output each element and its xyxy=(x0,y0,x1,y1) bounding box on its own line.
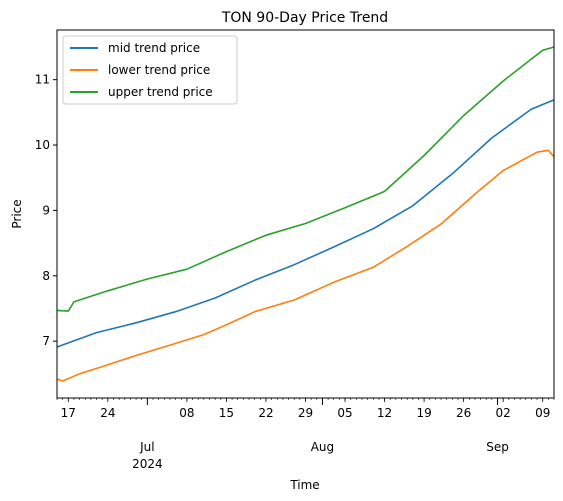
y-tick-label: 11 xyxy=(35,73,50,87)
x-tick-label: 29 xyxy=(298,406,313,420)
legend-label: lower trend price xyxy=(108,63,210,77)
series-layer xyxy=(56,46,555,382)
y-axis-label: Price xyxy=(10,199,24,228)
legend-frame xyxy=(62,35,238,105)
x-tick-label: 08 xyxy=(179,406,194,420)
y-tick-label: 9 xyxy=(42,203,50,217)
x-tick-label: 12 xyxy=(377,406,392,420)
series-line-mid-trend-price xyxy=(56,99,555,348)
x-tick-label: 26 xyxy=(456,406,471,420)
x-major-tick-label: Jul xyxy=(139,440,154,454)
x-tick-label: 02 xyxy=(496,406,511,420)
y-axis: 7 8 9 10 11 xyxy=(35,73,57,348)
legend-label: upper trend price xyxy=(108,85,213,99)
legend: mid trend price lower trend price upper tr… xyxy=(62,35,238,105)
x-tick-label: 19 xyxy=(416,406,431,420)
y-tick-label: 8 xyxy=(42,269,50,283)
x-tick-label: 24 xyxy=(100,406,115,420)
legend-label: mid trend price xyxy=(108,41,200,55)
x-major-tick-sublabel: 2024 xyxy=(132,457,163,471)
y-tick-label: 7 xyxy=(42,334,50,348)
x-axis: 17 24 08 15 22 29 05 12 19 26 02 09 Jul 2024 Aug Sep xyxy=(56,398,555,471)
x-tick-label: 05 xyxy=(337,406,352,420)
x-tick-label: 17 xyxy=(61,406,76,420)
x-tick-label: 22 xyxy=(258,406,273,420)
x-tick-label: 15 xyxy=(219,406,234,420)
x-axis-label: Time xyxy=(289,478,319,492)
x-major-tick-label: Sep xyxy=(486,440,509,454)
chart-title: TON 90-Day Price Trend xyxy=(221,10,388,26)
y-tick-label: 10 xyxy=(35,138,50,152)
x-major-tick-label: Aug xyxy=(311,440,334,454)
series-line-upper-trend-price xyxy=(56,46,555,312)
x-tick-label: 09 xyxy=(535,406,550,420)
series-line-lower-trend-price xyxy=(56,149,555,382)
